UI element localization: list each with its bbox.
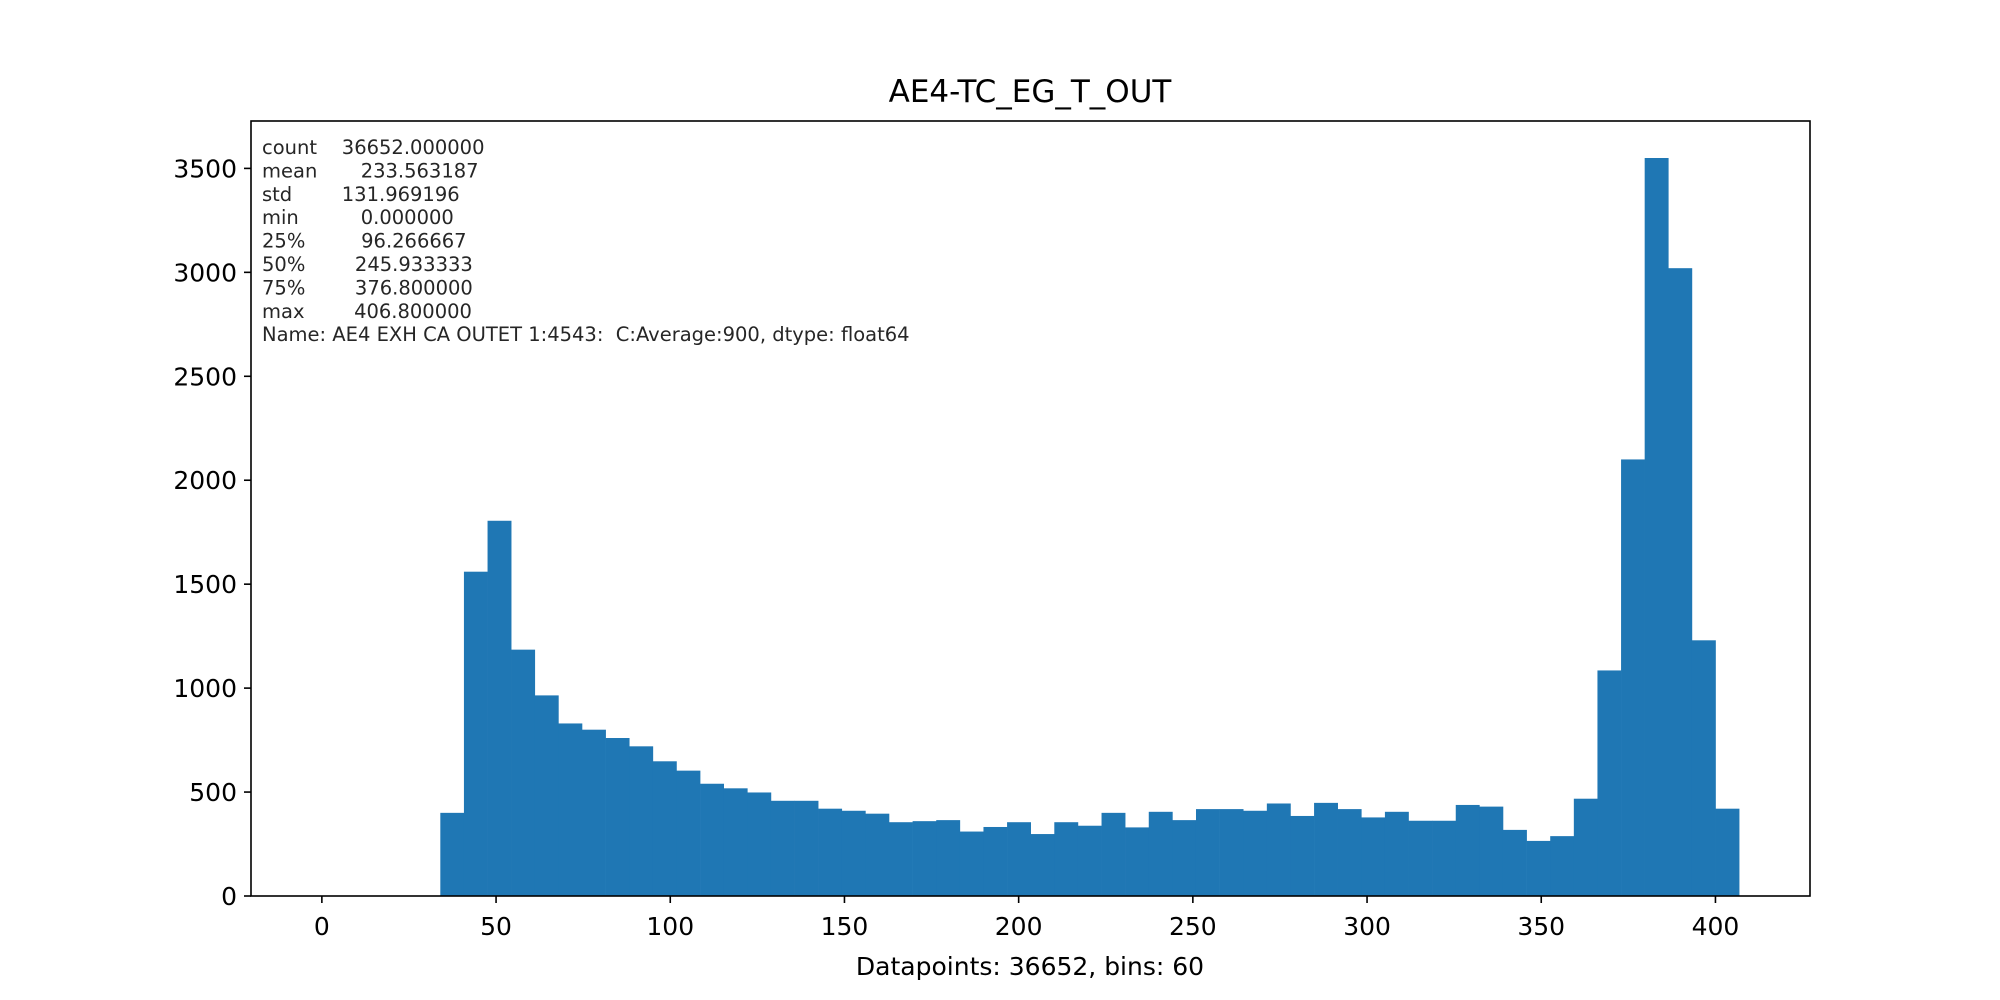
- stats-line: count 36652.000000: [262, 136, 484, 159]
- histogram-bar: [1361, 817, 1386, 896]
- histogram-bar: [1077, 825, 1102, 896]
- y-tick-label: 500: [189, 778, 237, 807]
- histogram-bar: [558, 723, 583, 896]
- histogram-bar: [1172, 820, 1197, 896]
- stats-line: max 406.800000: [262, 300, 472, 323]
- x-axis: 0 50 100 150 200 250 300 350 400: [314, 896, 1739, 941]
- histogram-bar: [1007, 822, 1031, 896]
- x-tick-label: 250: [1169, 912, 1217, 941]
- histogram-bar: [1691, 640, 1716, 896]
- histogram-bar: [936, 820, 961, 896]
- histogram-bar: [1243, 810, 1268, 896]
- histogram-bar: [1125, 827, 1150, 896]
- histogram-bar: [1054, 822, 1079, 896]
- stats-line: Name: AE4 EXH CA OUTET 1:4543: C:Average…: [262, 323, 910, 346]
- histogram-bar: [723, 788, 748, 896]
- histogram-bar: [1550, 836, 1575, 896]
- x-tick-label: 50: [480, 912, 512, 941]
- histogram-bar: [582, 729, 606, 896]
- stats-line: min 0.000000: [262, 206, 454, 229]
- histogram-bar: [463, 571, 488, 896]
- x-tick-label: 400: [1692, 912, 1740, 941]
- histogram-bar: [629, 746, 654, 896]
- histogram-bar: [1479, 806, 1504, 896]
- histogram-bar: [511, 649, 536, 896]
- histogram-bar: [1384, 811, 1409, 896]
- histogram-bar: [747, 792, 772, 896]
- x-tick-label: 0: [314, 912, 330, 941]
- stats-line: 75% 376.800000: [262, 276, 473, 299]
- x-tick-label: 200: [995, 912, 1043, 941]
- histogram-bar: [770, 800, 795, 896]
- bars-group: [440, 158, 1740, 896]
- histogram-bar: [1715, 808, 1740, 896]
- histogram-bar: [700, 783, 724, 896]
- x-tick-label: 300: [1343, 912, 1391, 941]
- stats-line: std 131.969196: [262, 183, 460, 206]
- histogram-bar: [889, 822, 913, 896]
- histogram-bar: [1148, 811, 1173, 896]
- stats-line: 25% 96.266667: [262, 230, 467, 253]
- histogram-bar: [1621, 459, 1645, 896]
- histogram-bar: [1502, 829, 1527, 896]
- histogram-bar: [1195, 809, 1220, 896]
- stats-line: 50% 245.933333: [262, 253, 473, 276]
- histogram-bar: [1337, 809, 1362, 896]
- histogram-bar: [652, 761, 677, 896]
- histogram-bar: [983, 826, 1008, 896]
- histogram-bar: [1101, 812, 1126, 896]
- x-tick-label: 350: [1517, 912, 1565, 941]
- y-axis: 0 500 1000 1500 2000 2500 3000 3500: [173, 154, 251, 911]
- histogram-bar: [1432, 820, 1457, 896]
- y-tick-label: 0: [221, 882, 237, 911]
- histogram-bar: [794, 800, 819, 896]
- histogram-bar: [534, 695, 559, 896]
- histogram-bar: [1290, 815, 1315, 896]
- chart-title: AE4-TC_EG_T_OUT: [889, 74, 1173, 110]
- histogram-bar: [1597, 670, 1622, 896]
- histogram-bar: [1526, 840, 1551, 896]
- histogram-bar: [1455, 804, 1480, 896]
- histogram-bar: [1266, 803, 1291, 896]
- histogram-bar: [1573, 798, 1598, 896]
- histogram-bar: [1408, 820, 1433, 896]
- histogram-bar: [818, 808, 843, 896]
- histogram-bar: [676, 770, 701, 896]
- histogram-bar: [912, 821, 937, 896]
- y-tick-label: 3000: [173, 258, 237, 287]
- histogram-bar: [1644, 158, 1669, 896]
- x-tick-label: 100: [646, 912, 694, 941]
- histogram-bar: [1030, 834, 1055, 896]
- histogram-bar: [959, 831, 984, 896]
- y-tick-label: 1000: [173, 674, 237, 703]
- stats-line: mean 233.563187: [262, 159, 479, 182]
- histogram-bar: [1668, 268, 1693, 896]
- histogram-bar: [865, 813, 890, 896]
- plot-area-frame: [250, 120, 1811, 897]
- x-axis-label: Datapoints: 36652, bins: 60: [856, 952, 1204, 981]
- y-tick-label: 2500: [173, 362, 237, 391]
- histogram-bar: [487, 520, 512, 896]
- histogram-bar: [1219, 809, 1244, 896]
- y-tick-label: 2000: [173, 466, 237, 495]
- y-tick-label: 3500: [173, 154, 237, 183]
- histogram-bar: [841, 810, 866, 896]
- histogram-bar: [605, 738, 630, 896]
- y-tick-label: 1500: [173, 570, 237, 599]
- histogram-bar: [440, 812, 465, 896]
- histogram-bar: [1314, 802, 1338, 896]
- x-tick-label: 150: [821, 912, 869, 941]
